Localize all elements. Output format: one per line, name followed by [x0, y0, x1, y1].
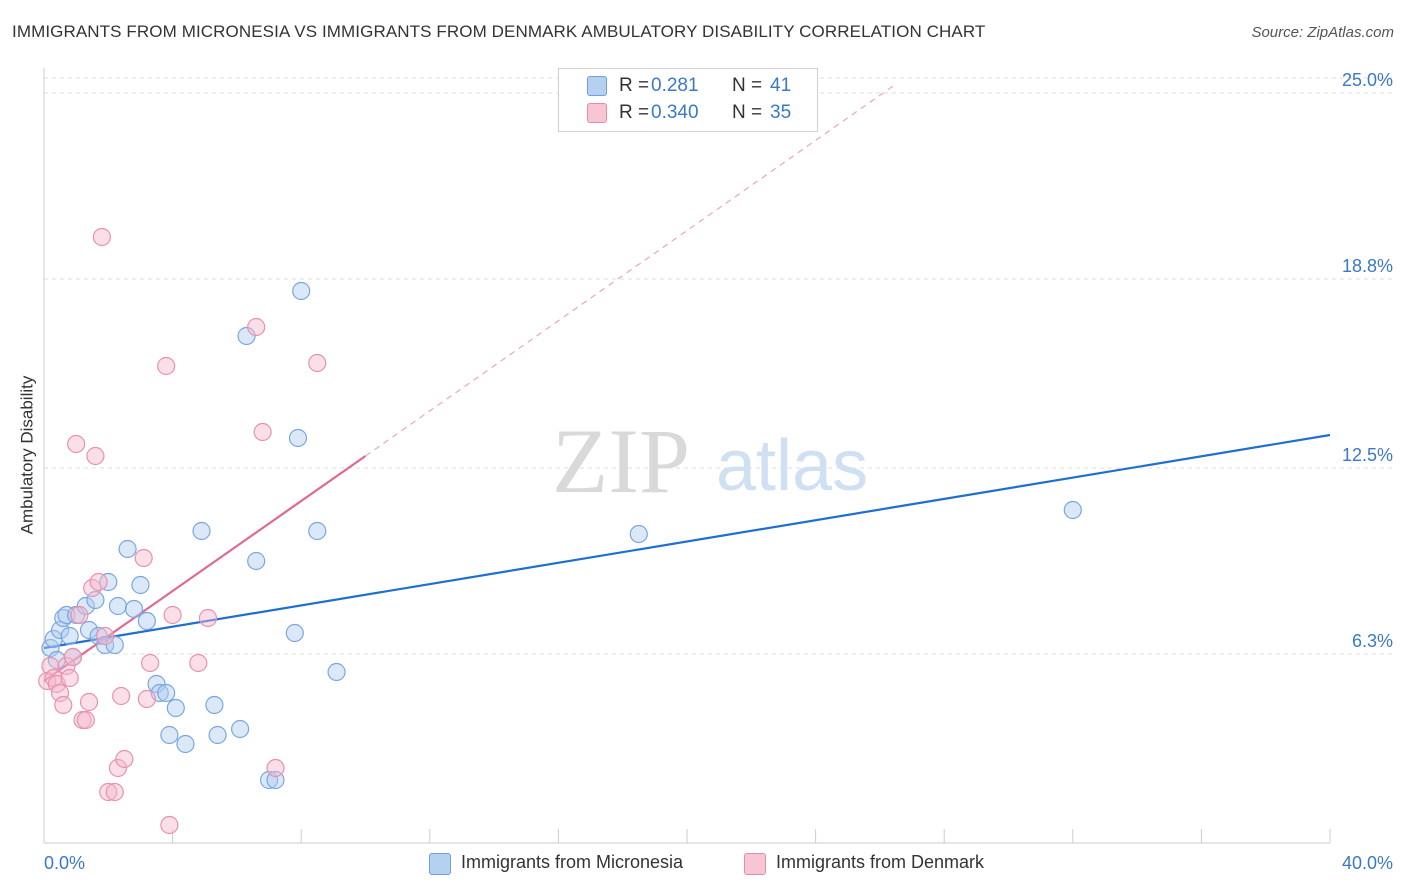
point-denmark	[137, 689, 156, 709]
point-denmark	[57, 656, 76, 676]
y-axis-label: Ambulatory Disability	[17, 375, 37, 535]
point-denmark	[247, 317, 266, 337]
point-micronesia	[76, 596, 95, 616]
watermark-zip: ZIP	[552, 410, 690, 512]
point-micronesia	[292, 281, 311, 301]
point-denmark	[67, 434, 86, 454]
point-denmark	[115, 749, 134, 769]
point-denmark	[105, 782, 124, 802]
point-denmark	[189, 653, 208, 673]
point-micronesia	[288, 428, 308, 448]
point-micronesia	[192, 521, 211, 541]
legend-swatch-micronesia	[587, 76, 607, 96]
point-denmark	[79, 692, 99, 712]
point-micronesia	[124, 599, 144, 619]
point-micronesia	[50, 620, 70, 640]
point-micronesia	[108, 596, 128, 616]
point-denmark	[86, 446, 105, 466]
point-micronesia	[285, 623, 304, 643]
point-denmark	[70, 605, 89, 625]
correlation-legend: R = 0.281 N = 41 R = 0.340 N = 35	[558, 68, 818, 132]
y-tick-label: 6.3%	[1352, 631, 1393, 651]
bottom-legend-label-micronesia: Immigrants from Micronesia	[461, 852, 684, 872]
point-denmark	[50, 683, 70, 703]
x-tick-label-min: 0.0%	[44, 853, 85, 873]
point-denmark	[157, 356, 176, 376]
point-denmark	[112, 686, 131, 706]
point-denmark	[92, 227, 111, 247]
point-micronesia	[160, 725, 179, 745]
legend-r-label: R =	[619, 75, 650, 96]
y-tick-label: 12.5%	[1342, 445, 1393, 465]
trend-line-micronesia	[43, 433, 1331, 650]
legend-n-label: N =	[732, 75, 763, 96]
point-micronesia	[99, 572, 118, 592]
trend-line-denmark	[43, 455, 367, 682]
point-denmark	[308, 353, 327, 373]
point-denmark	[76, 710, 95, 730]
axes	[43, 68, 1331, 844]
x-tick-label-max: 40.0%	[1342, 853, 1393, 873]
point-micronesia	[89, 626, 108, 646]
point-denmark	[198, 608, 218, 628]
point-micronesia	[57, 605, 76, 625]
grid-lines	[44, 77, 1392, 655]
bottom-legend-label-denmark: Immigrants from Denmark	[776, 852, 985, 872]
point-micronesia	[137, 611, 156, 631]
point-micronesia	[86, 590, 105, 610]
point-micronesia	[205, 695, 224, 715]
legend-r-label: R =	[619, 102, 650, 123]
legend-n-label: N =	[732, 102, 763, 123]
point-micronesia	[60, 626, 79, 646]
source-label: Source: ZipAtlas.com	[1251, 24, 1394, 41]
point-denmark	[108, 758, 128, 778]
legend-n-value: 35	[770, 102, 792, 123]
point-denmark	[253, 422, 272, 442]
chart-title: IMMIGRANTS FROM MICRONESIA VS IMMIGRANTS…	[12, 22, 986, 41]
point-denmark	[140, 653, 160, 673]
point-micronesia	[247, 551, 266, 571]
point-denmark	[60, 668, 79, 688]
point-denmark	[54, 695, 73, 715]
y-tick-label: 18.8%	[1342, 256, 1393, 276]
point-micronesia	[176, 734, 195, 754]
data-points	[38, 227, 1082, 835]
bottom-legend-swatch-denmark	[744, 853, 766, 875]
point-micronesia	[327, 662, 346, 682]
point-micronesia	[157, 683, 176, 703]
point-micronesia	[208, 725, 227, 745]
point-micronesia	[629, 524, 648, 544]
trend-lines	[43, 83, 1331, 682]
legend-r-value: 0.281	[651, 75, 699, 96]
legend-r-value: 0.340	[651, 102, 699, 123]
watermark-atlas: atlas	[716, 426, 868, 506]
point-micronesia	[131, 575, 150, 595]
watermark: ZIP atlas	[552, 410, 868, 512]
point-denmark	[134, 548, 153, 568]
point-denmark	[89, 572, 108, 592]
point-denmark	[41, 656, 60, 676]
point-denmark	[266, 758, 285, 778]
tick-labels: 6.3% 12.5% 18.8% 25.0% 0.0% 40.0%	[44, 70, 1393, 873]
point-micronesia	[1063, 500, 1082, 520]
point-micronesia	[231, 719, 250, 739]
point-micronesia	[118, 539, 137, 559]
point-micronesia	[308, 521, 327, 541]
point-denmark	[95, 626, 115, 646]
point-micronesia	[79, 620, 99, 640]
point-denmark	[160, 815, 179, 835]
point-micronesia	[166, 698, 185, 718]
point-denmark	[99, 782, 118, 802]
bottom-legend-swatch-micronesia	[429, 853, 451, 875]
trend-line-denmark-extended	[365, 83, 897, 457]
legend-swatch-denmark	[587, 103, 607, 123]
point-denmark	[63, 647, 83, 667]
y-tick-label: 25.0%	[1342, 70, 1393, 90]
legend-n-value: 41	[770, 75, 792, 96]
point-denmark	[163, 605, 182, 625]
